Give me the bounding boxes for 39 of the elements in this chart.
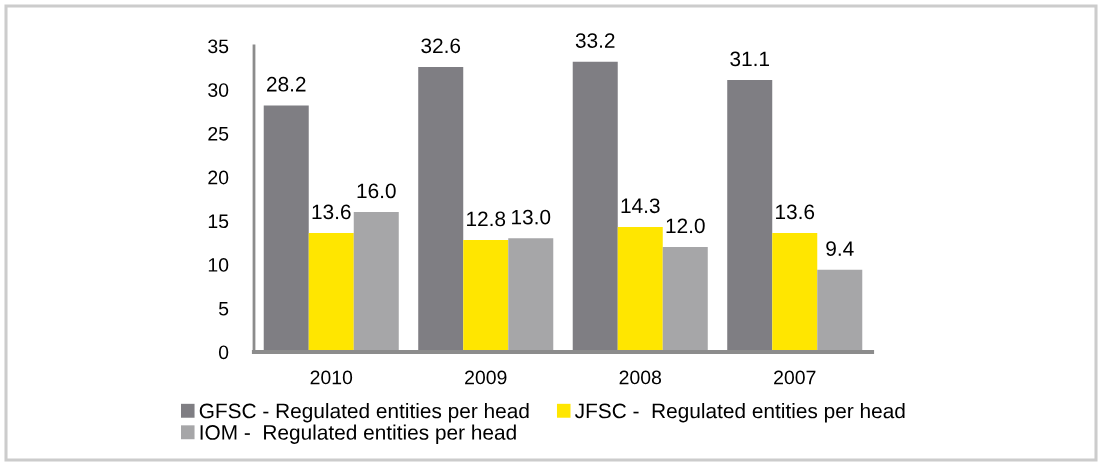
data-label: 12.0 bbox=[666, 218, 705, 234]
data-label: 28.2 bbox=[267, 76, 306, 92]
data-label: 14.3 bbox=[621, 198, 660, 214]
data-label: 12.8 bbox=[467, 211, 506, 227]
y-tick-label: 5 bbox=[218, 301, 229, 316]
x-tick-label: 2010 bbox=[310, 370, 353, 385]
x-tick-label: 2007 bbox=[774, 370, 816, 385]
data-label: 16.0 bbox=[357, 183, 396, 199]
data-label: 9.4 bbox=[826, 241, 854, 256]
bar bbox=[817, 269, 863, 352]
x-tick-label: 2008 bbox=[619, 370, 662, 385]
bar bbox=[308, 233, 354, 352]
bar bbox=[353, 212, 399, 352]
data-label: 33.2 bbox=[575, 33, 615, 48]
bar bbox=[508, 238, 554, 352]
bar bbox=[727, 80, 773, 352]
y-tick-label: 0 bbox=[218, 345, 229, 360]
y-tick-label: 30 bbox=[208, 83, 229, 97]
y-tick-label: 25 bbox=[208, 126, 229, 141]
data-label: 31.1 bbox=[730, 51, 769, 67]
bar bbox=[418, 66, 464, 352]
bar bbox=[772, 233, 818, 352]
legend-label: JFSC - Regulated entities per head bbox=[575, 403, 905, 423]
bar bbox=[572, 61, 618, 352]
y-tick-label: 10 bbox=[208, 258, 229, 272]
data-label: 13.6 bbox=[312, 204, 351, 220]
y-tick-label: 15 bbox=[208, 214, 229, 229]
data-label: 13.6 bbox=[776, 204, 815, 220]
y-tick-label: 35 bbox=[208, 39, 229, 54]
bar bbox=[263, 105, 309, 352]
bar bbox=[662, 247, 708, 352]
data-label: 32.6 bbox=[421, 38, 461, 54]
legend-label: IOM - Regulated entities per head bbox=[200, 424, 516, 444]
data-label: 13.0 bbox=[512, 209, 551, 225]
legend-label: GFSC - Regulated entities per head bbox=[199, 403, 529, 423]
y-tick-label: 20 bbox=[208, 170, 229, 185]
bar bbox=[463, 240, 509, 352]
bar bbox=[617, 226, 663, 352]
x-tick-label: 2009 bbox=[465, 370, 507, 385]
